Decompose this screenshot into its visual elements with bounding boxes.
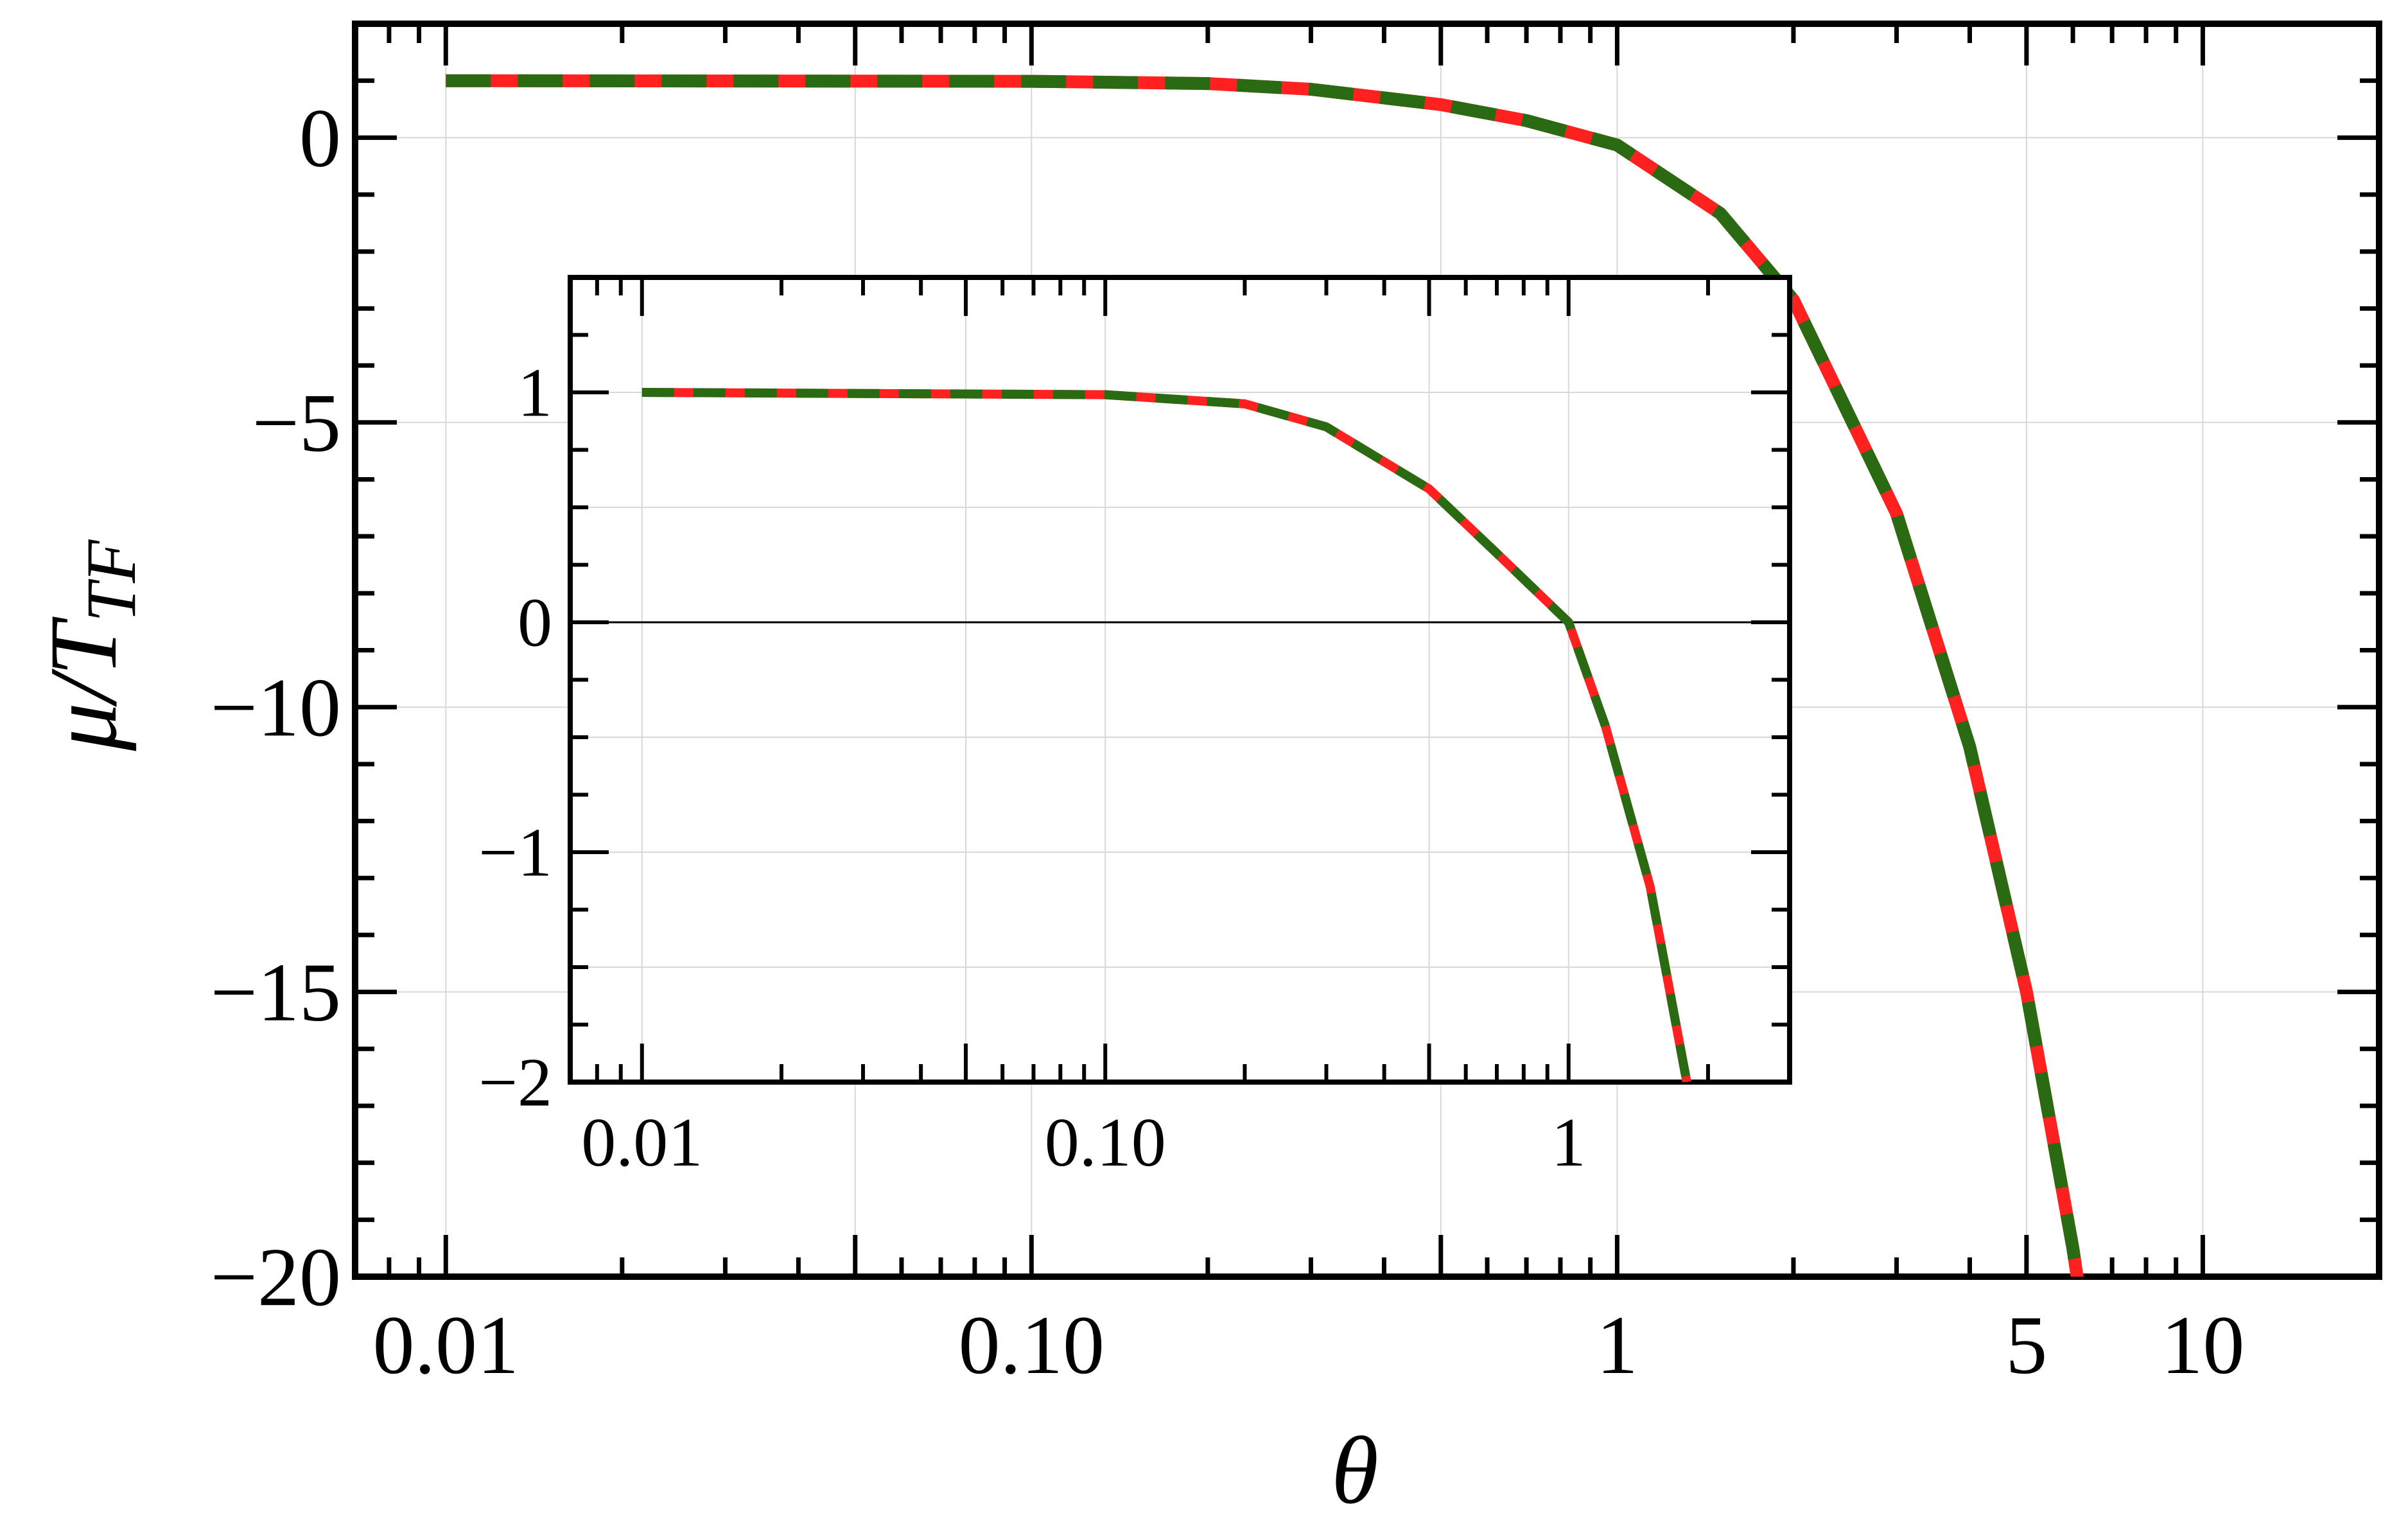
main-y-tick-label: −10 <box>211 661 341 754</box>
main-x-tick-label: 10 <box>2161 1299 2244 1392</box>
inset-series-green-dashed-line <box>641 388 1691 1082</box>
main-y-tick-label: 0 <box>299 92 341 185</box>
main-x-tick-label: 1 <box>1596 1299 1638 1392</box>
main-series-green-dashed-line <box>446 74 2084 1277</box>
main-ticks <box>353 21 2382 1279</box>
inset-ticks <box>568 275 1792 1084</box>
main-x-tick-label: 5 <box>2005 1299 2047 1392</box>
main-x-tick-label: 0.10 <box>959 1299 1105 1392</box>
y-axis-title-main: μ/T <box>30 616 137 751</box>
y-axis-title: μ/TTF <box>30 539 150 752</box>
inset-y-tick-label: −1 <box>478 815 552 891</box>
main-y-tick-label: −15 <box>211 947 341 1039</box>
main-y-tick-label: −20 <box>211 1231 341 1324</box>
inset-x-tick-label: 1 <box>1551 1105 1586 1181</box>
inset-x-tick-label: 0.10 <box>1045 1105 1166 1181</box>
inset-y-tick-label: 1 <box>518 355 552 432</box>
inset-y-tick-label: −2 <box>478 1045 552 1121</box>
main-x-tick-label: 0.01 <box>373 1299 519 1392</box>
inset-x-tick-label: 0.01 <box>581 1105 702 1181</box>
inset-plot: 0.01 0.10 1 1 0 −1 −2 <box>478 275 1792 1181</box>
x-axis-title: θ <box>1331 1417 1379 1513</box>
inset-y-tick-label: 0 <box>518 585 552 661</box>
y-axis-title-subscript: TF <box>72 539 150 622</box>
main-y-tick-label: −5 <box>252 377 341 469</box>
